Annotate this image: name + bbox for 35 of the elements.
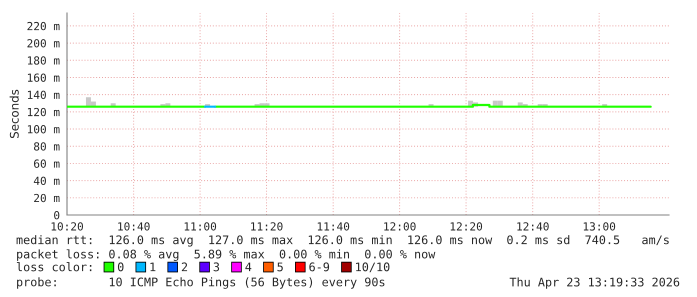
x-tick-label: 11:40 [318, 222, 350, 231]
y-tick-label: 20 m [34, 194, 60, 202]
x-tick-label: 11:00 [184, 222, 216, 231]
x-tick-label: 13:00 [584, 222, 616, 231]
y-tick-label: 0 [54, 211, 60, 220]
legend-label: 1 [150, 262, 156, 272]
text: packet loss: 0.08 % avg 5.89 % max 0.00 % min 0.00 % now [17, 249, 436, 261]
x-tick-label: 10:40 [118, 222, 150, 231]
legend-title: loss color: [16, 262, 92, 272]
y-tick-label: 180 m [28, 56, 60, 65]
y-tick-label: 100 m [28, 125, 60, 134]
legend-label: 3 [214, 262, 220, 272]
y-tick-label: 80 m [34, 142, 60, 151]
y-tick-label: 40 m [34, 176, 60, 186]
legend-label: 5 [277, 262, 283, 272]
text: median rtt: 126.0 ms avg 127.0 ms max 126.0 ms min 126.0 ms now 0.2 ms sd 740.5 am/s [16, 235, 669, 247]
legend-label: 6-9 [309, 262, 330, 272]
legend-label: 4 [245, 262, 252, 272]
y-tick-label: 200 m [27, 39, 60, 48]
x-tick-label: 10:20 [52, 222, 84, 231]
x-tick-label: 12:20 [450, 222, 482, 231]
y-tick-label: 220 m [27, 22, 60, 30]
legend-label: 2 [182, 262, 188, 272]
y-tick-label: 140 m [28, 90, 60, 100]
x-tick-label: 12:00 [384, 222, 416, 231]
text: Thu Apr 23 13:19:33 2026 [510, 277, 680, 289]
legend-label: 10/10 [356, 262, 390, 272]
y-axis-title: Seconds [10, 90, 19, 138]
y-tick-label: 120 m [28, 108, 60, 116]
y-tick-label: 160 m [28, 73, 60, 82]
y-tick-label: 60 m [34, 159, 60, 168]
x-tick-label: 12:40 [517, 222, 549, 231]
text: probe: 10 ICMP Echo Pings (56 Bytes) every 90s [17, 277, 384, 289]
legend-label: 0 [118, 262, 124, 272]
x-tick-label: 11:20 [251, 222, 283, 231]
